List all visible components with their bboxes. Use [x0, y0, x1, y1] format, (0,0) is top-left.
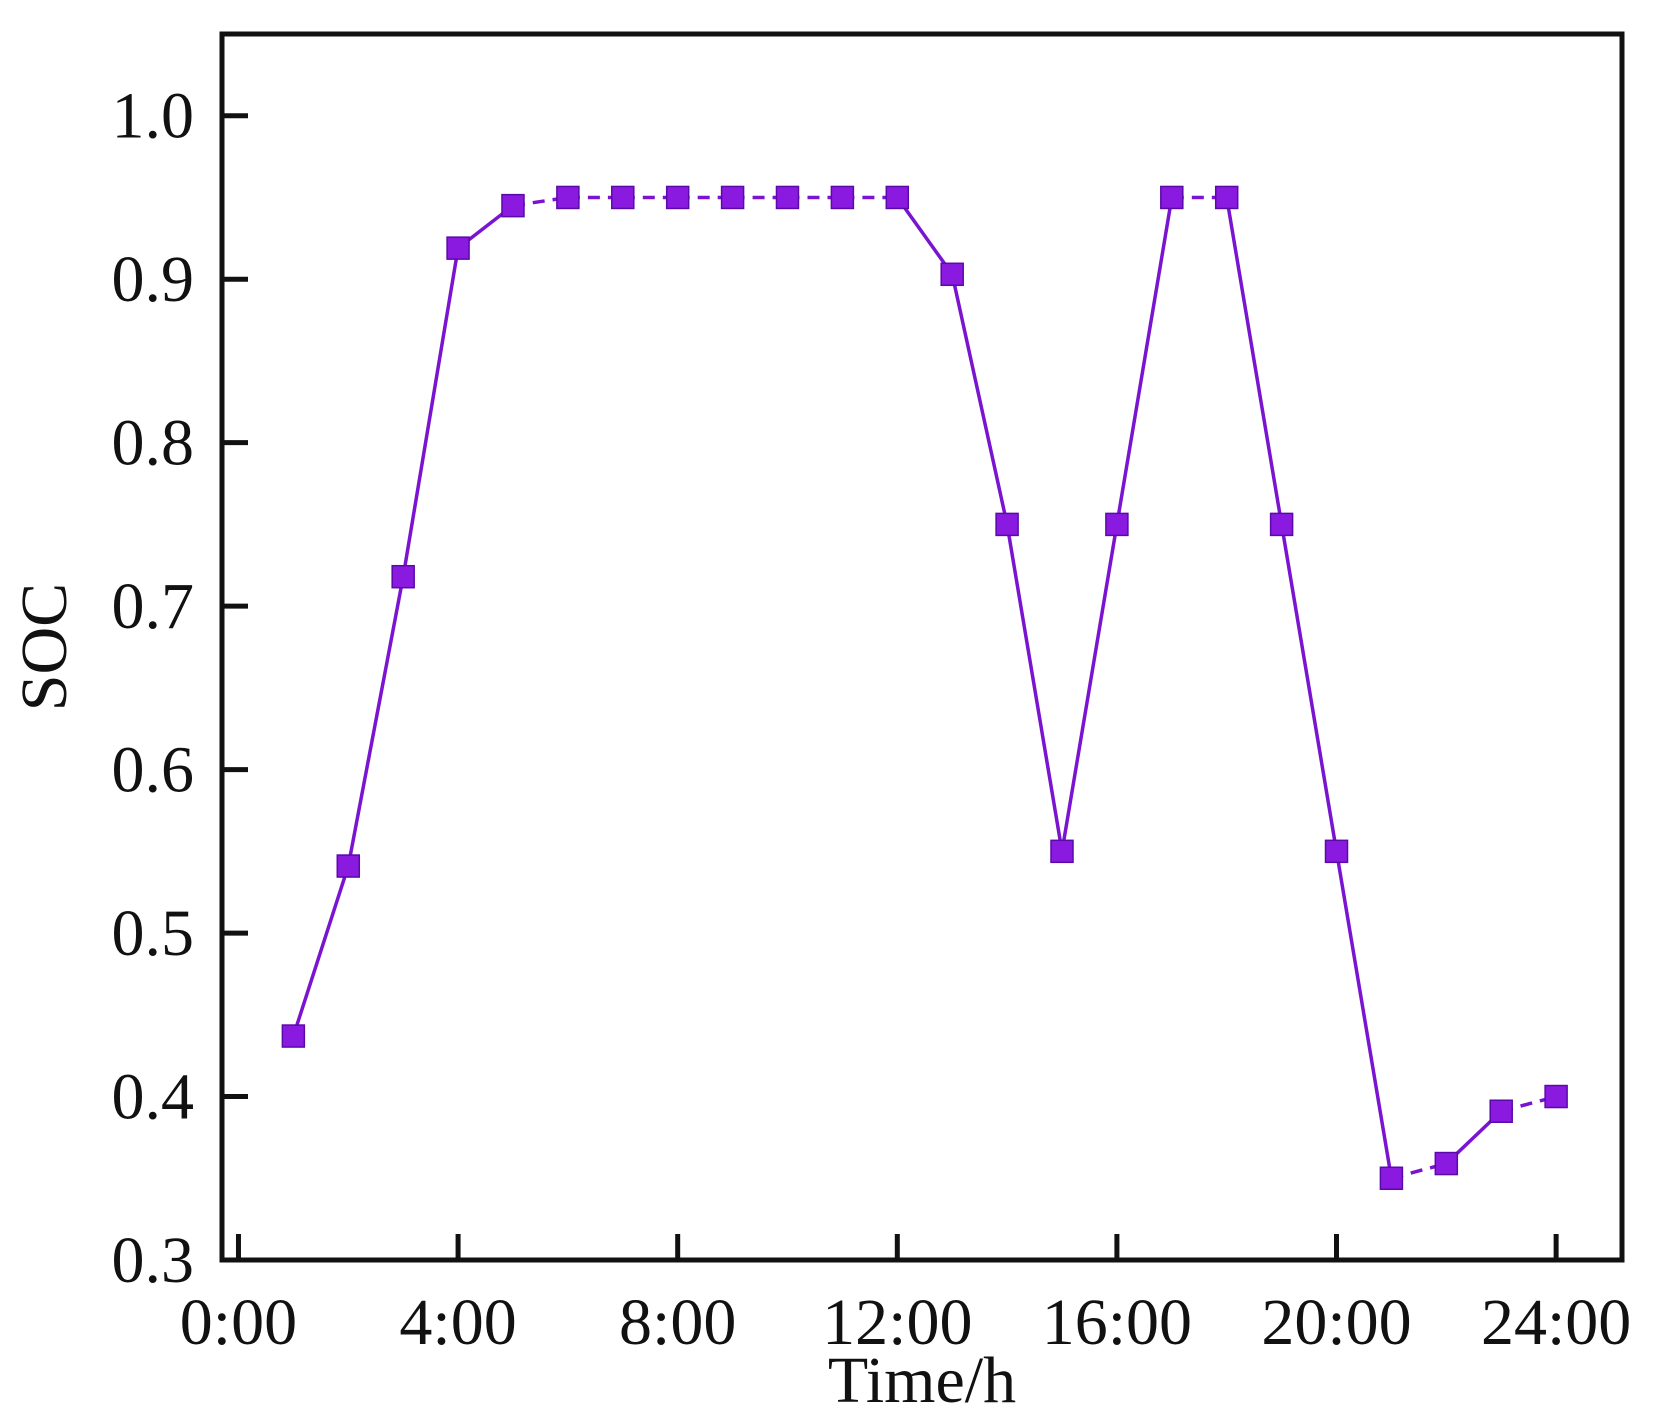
y-tick-label: 0.8	[112, 407, 195, 480]
data-point-marker	[775, 185, 800, 210]
plot-frame	[219, 31, 1625, 1263]
x-tick-label: 0:00	[180, 1286, 297, 1359]
data-point-marker	[501, 193, 525, 218]
data-point-marker	[665, 185, 690, 210]
data-point-marker	[1214, 185, 1239, 210]
data-point-marker	[1269, 512, 1294, 537]
data-point-marker	[1489, 1099, 1513, 1123]
axes: 0:00 4:00 8:00 12:00 16:00 20:00 24:00 0.3 0.4 0.…	[112, 80, 1632, 1359]
data-point-marker	[1160, 185, 1184, 210]
y-tick-label: 0.9	[112, 243, 195, 316]
data-point-marker	[446, 236, 470, 260]
data-point-marker	[885, 185, 910, 210]
y-tick-label: 1.0	[112, 80, 195, 153]
data-series	[281, 185, 1568, 1191]
data-point-marker	[281, 1024, 306, 1048]
series-line-segment	[1060, 524, 1119, 852]
y-tick-label: 0.4	[112, 1061, 195, 1134]
series-line-segment	[1005, 524, 1064, 852]
data-point-marker	[1434, 1151, 1459, 1176]
y-tick-label: 0.5	[112, 897, 195, 970]
data-point-marker	[336, 854, 361, 878]
y-axis-title: SOC	[8, 583, 81, 711]
y-tick-label: 0.7	[112, 570, 195, 643]
series-line-segment	[950, 273, 1009, 525]
data-point-marker	[1544, 1084, 1568, 1109]
series-line-segment	[1334, 851, 1394, 1179]
x-tick-label: 16:00	[1042, 1286, 1192, 1359]
data-point-marker	[720, 185, 745, 210]
x-tick-label: 12:00	[822, 1286, 972, 1359]
x-tick-label: 20:00	[1261, 1286, 1411, 1359]
y-tick-label: 0.6	[112, 734, 195, 807]
data-point-marker	[611, 185, 635, 210]
data-point-marker	[1379, 1166, 1404, 1191]
series-line-segment	[1224, 197, 1284, 525]
x-tick-label: 4:00	[399, 1286, 516, 1359]
x-axis-title: Time/h	[828, 1344, 1016, 1417]
series-line-segment	[895, 196, 954, 276]
data-point-marker	[556, 185, 580, 210]
data-point-marker	[1105, 512, 1129, 537]
series-line-segment	[401, 247, 460, 577]
x-tick-label: 8:00	[619, 1286, 736, 1359]
data-point-marker	[995, 512, 1019, 537]
data-point-marker	[1050, 839, 1074, 864]
x-tick-label: 24:00	[1481, 1286, 1631, 1359]
data-point-marker	[1324, 839, 1349, 864]
data-point-marker	[391, 564, 415, 589]
data-point-marker	[940, 262, 964, 287]
series-line-segment	[1115, 197, 1174, 525]
y-tick-label: 0.3	[112, 1224, 195, 1297]
series-line-segment	[1279, 524, 1339, 852]
series-line-segment	[346, 576, 405, 867]
series-line-segment	[291, 865, 350, 1037]
data-point-marker	[830, 185, 855, 210]
